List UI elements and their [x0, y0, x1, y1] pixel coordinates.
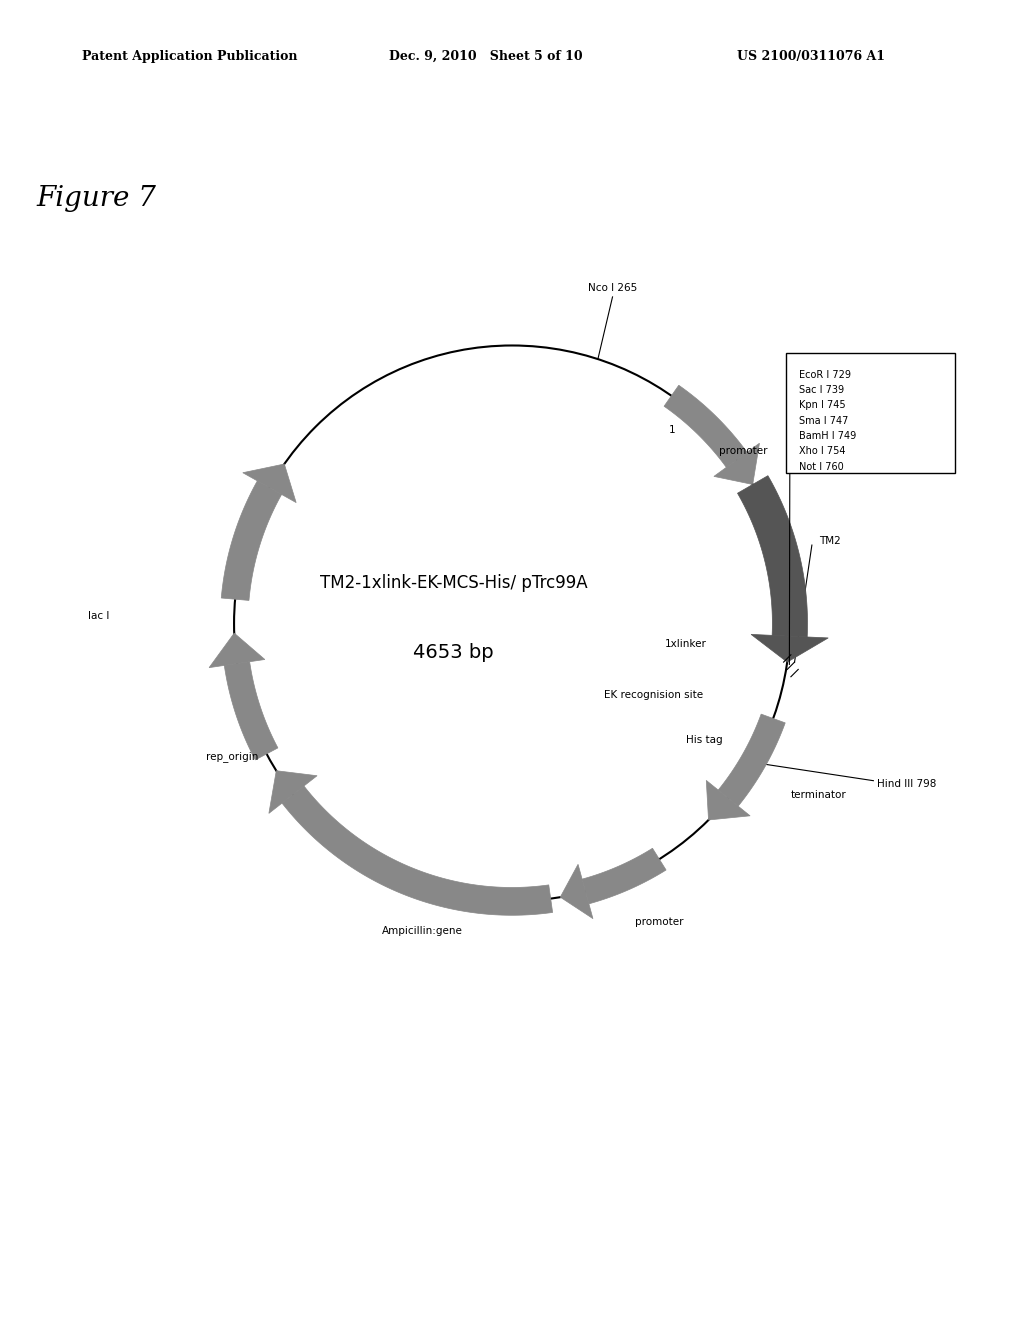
Polygon shape	[269, 771, 317, 813]
Polygon shape	[221, 480, 282, 601]
Text: EK recognision site: EK recognision site	[604, 690, 703, 700]
Text: promoter: promoter	[636, 917, 684, 928]
Text: Kpn I 745: Kpn I 745	[799, 400, 846, 411]
Polygon shape	[243, 465, 296, 503]
Polygon shape	[282, 785, 553, 915]
Text: 1xlinker: 1xlinker	[665, 639, 707, 648]
Polygon shape	[751, 635, 828, 663]
Text: promoter: promoter	[719, 446, 768, 455]
Text: 1: 1	[669, 425, 675, 436]
Text: lac I: lac I	[88, 611, 110, 622]
Text: Sma I 747: Sma I 747	[799, 416, 848, 426]
Polygon shape	[707, 780, 751, 820]
Polygon shape	[665, 385, 748, 467]
Text: BamH I 749: BamH I 749	[799, 432, 856, 441]
Polygon shape	[209, 634, 265, 668]
Polygon shape	[718, 714, 785, 807]
Text: Ampicillin:gene: Ampicillin:gene	[382, 925, 463, 936]
Text: Sac I 739: Sac I 739	[799, 385, 844, 395]
Text: Dec. 9, 2010   Sheet 5 of 10: Dec. 9, 2010 Sheet 5 of 10	[389, 50, 583, 63]
Polygon shape	[224, 661, 278, 760]
Text: TM2: TM2	[819, 536, 841, 546]
Text: Xho I 754: Xho I 754	[799, 446, 845, 457]
Polygon shape	[737, 475, 808, 638]
Polygon shape	[714, 444, 760, 484]
Text: His tag: His tag	[686, 735, 723, 744]
Text: Nco I 265: Nco I 265	[588, 284, 637, 293]
Text: terminator: terminator	[791, 789, 846, 800]
Text: Figure 7: Figure 7	[37, 185, 157, 211]
Text: TM2-1xlink-EK-MCS-His/ pTrc99A: TM2-1xlink-EK-MCS-His/ pTrc99A	[319, 574, 588, 593]
Text: Hind III 798: Hind III 798	[877, 779, 936, 789]
Text: 4653 bp: 4653 bp	[413, 643, 494, 663]
Text: US 2100/0311076 A1: US 2100/0311076 A1	[737, 50, 886, 63]
Text: EcoR I 729: EcoR I 729	[799, 370, 851, 380]
FancyBboxPatch shape	[786, 352, 954, 474]
Polygon shape	[582, 849, 666, 904]
Text: Not I 760: Not I 760	[799, 462, 844, 471]
Polygon shape	[560, 865, 593, 919]
Text: Patent Application Publication: Patent Application Publication	[82, 50, 297, 63]
Text: rep_origin: rep_origin	[206, 751, 258, 762]
